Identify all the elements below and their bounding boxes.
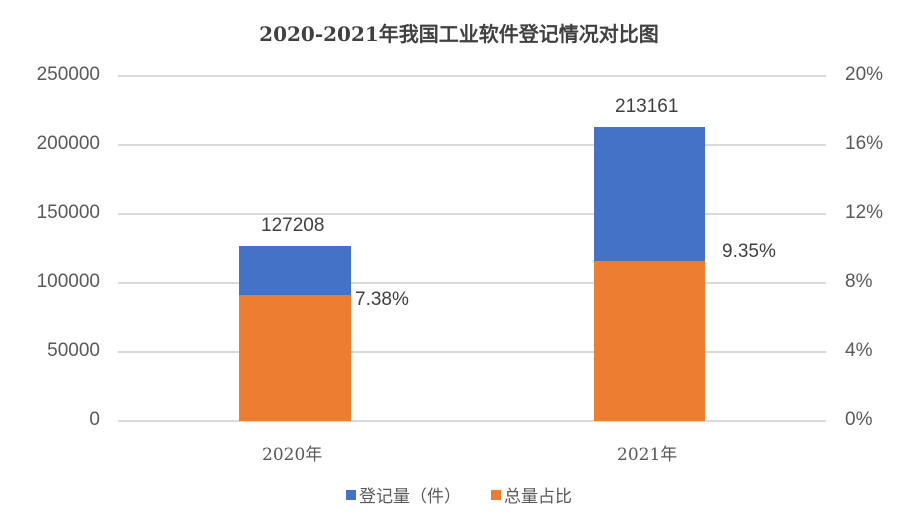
gridline (118, 213, 826, 215)
legend-item-share: 总量占比 (491, 482, 572, 507)
x-tick: 2021年 (617, 445, 678, 465)
y-left-tick: 100000 (36, 271, 100, 292)
legend-label: 总量占比 (504, 487, 572, 507)
gridline (118, 351, 826, 353)
x-axis-line (118, 420, 826, 422)
legend-item-registrations: 登记量（件） (346, 482, 461, 507)
y-right-tick: 20% (845, 64, 884, 85)
data-label: 7.38% (355, 289, 409, 310)
y-right-tick: 16% (845, 133, 884, 154)
y-left-tick: 150000 (36, 202, 100, 223)
gridline (118, 144, 826, 146)
y-right-tick: 4% (845, 340, 873, 361)
gridline (118, 282, 826, 284)
data-label: 127208 (261, 215, 325, 236)
y-left-tick: 200000 (36, 133, 100, 154)
y-right-tick: 12% (845, 202, 884, 223)
y-right-tick: 0% (845, 409, 873, 430)
legend: 登记量（件） 总量占比 (0, 482, 918, 507)
legend-swatch-icon (346, 489, 356, 500)
bar-share-2020 (239, 295, 351, 421)
y-left-tick: 250000 (36, 64, 100, 85)
y-left-tick: 0 (89, 409, 100, 430)
data-label: 213161 (615, 96, 679, 117)
chart-title: 2020-2021年我国工业软件登记情况对比图 (259, 22, 659, 46)
legend-swatch-icon (491, 489, 501, 500)
y-right-tick: 8% (845, 271, 873, 292)
bar-share-2021 (594, 261, 705, 421)
x-tick: 2020年 (262, 445, 323, 465)
data-label: 9.35% (722, 241, 776, 262)
y-left-tick: 50000 (47, 340, 100, 361)
legend-label: 登记量（件） (359, 487, 461, 507)
gridline (118, 75, 826, 77)
